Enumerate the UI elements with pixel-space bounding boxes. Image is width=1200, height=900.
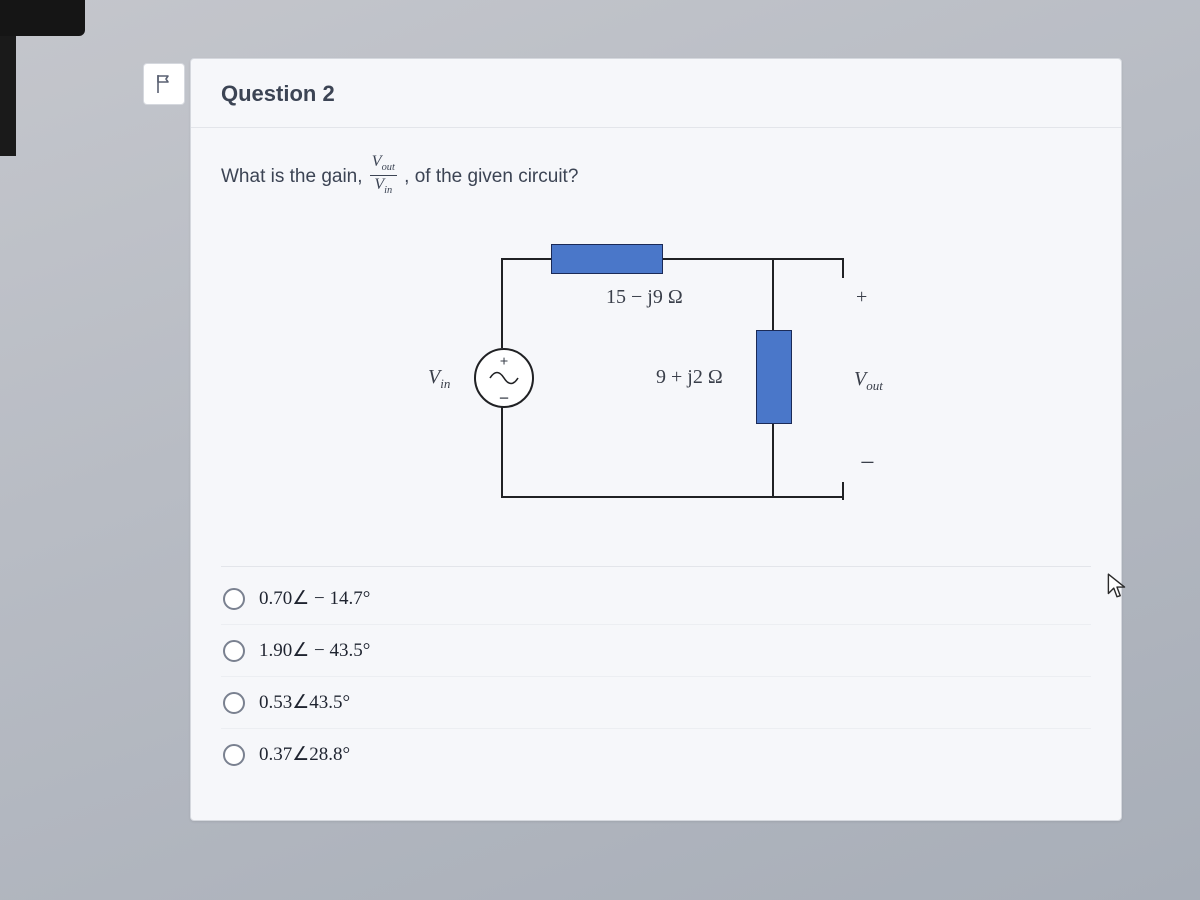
radio-icon: [223, 588, 245, 610]
radio-icon: [223, 640, 245, 662]
answer-text: 1.90∠ − 43.5°: [259, 639, 370, 662]
ac-source: + −: [474, 348, 534, 408]
shunt-impedance: [756, 330, 792, 424]
vout-minus: −: [860, 456, 875, 469]
answer-text: 0.37∠28.8°: [259, 743, 350, 766]
source-minus: −: [499, 393, 509, 404]
source-plus: +: [500, 354, 509, 371]
vin-label: Vin: [428, 366, 450, 392]
answer-option[interactable]: 0.70∠ − 14.7°: [221, 573, 1091, 625]
series-impedance: [551, 244, 663, 274]
question-prompt: What is the gain, Vout Vin , of the give…: [221, 156, 1091, 198]
question-header: Question 2: [191, 59, 1121, 128]
sine-icon: [489, 370, 519, 386]
question-card: Question 2 What is the gain, Vout Vin , …: [190, 58, 1122, 821]
question-body: What is the gain, Vout Vin , of the give…: [191, 128, 1121, 790]
answer-text: 0.53∠43.5°: [259, 691, 350, 714]
monitor-bezel: [0, 0, 85, 36]
answer-option[interactable]: 1.90∠ − 43.5°: [221, 625, 1091, 677]
shunt-impedance-label: 9 + j2 Ω: [656, 366, 723, 389]
vout-label: Vout: [854, 368, 883, 394]
circuit-diagram: + − Vin 15 − j9 Ω 9 + j2 Ω Vout + −: [396, 226, 916, 526]
vout-plus: +: [856, 286, 867, 309]
answer-text: 0.70∠ − 14.7°: [259, 587, 370, 610]
prompt-text-prefix: What is the gain,: [221, 166, 368, 187]
question-number: Question 2: [221, 81, 335, 106]
answer-option[interactable]: 0.53∠43.5°: [221, 677, 1091, 729]
flag-icon: [154, 73, 174, 95]
gain-fraction: Vout Vin: [370, 154, 397, 196]
radio-icon: [223, 744, 245, 766]
answer-list: 0.70∠ − 14.7° 1.90∠ − 43.5° 0.53∠43.5° 0…: [221, 566, 1091, 780]
radio-icon: [223, 692, 245, 714]
series-impedance-label: 15 − j9 Ω: [606, 286, 683, 309]
prompt-text-suffix: , of the given circuit?: [404, 166, 578, 187]
answer-option[interactable]: 0.37∠28.8°: [221, 729, 1091, 780]
flag-button[interactable]: [143, 63, 185, 105]
